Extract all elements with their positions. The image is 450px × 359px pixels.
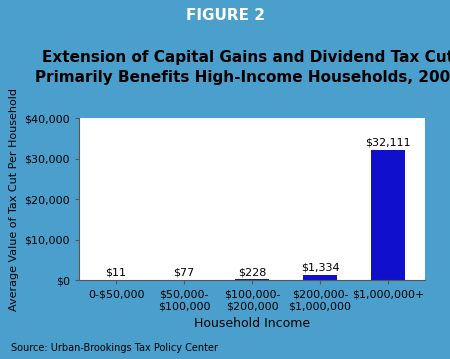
Text: Extension of Capital Gains and Dividend Tax Cut
Primarily Benefits High-Income H: Extension of Capital Gains and Dividend … xyxy=(35,50,450,85)
Text: $11: $11 xyxy=(106,268,126,278)
Text: $1,334: $1,334 xyxy=(301,263,339,272)
Y-axis label: Average Value of Tax Cut Per Household: Average Value of Tax Cut Per Household xyxy=(9,88,18,311)
Bar xyxy=(303,275,337,280)
Text: Source: Urban-Brookings Tax Policy Center: Source: Urban-Brookings Tax Policy Cente… xyxy=(11,342,218,353)
Text: $228: $228 xyxy=(238,267,266,277)
Bar xyxy=(371,150,405,280)
Text: $32,111: $32,111 xyxy=(365,137,411,148)
Bar xyxy=(235,279,269,280)
Text: $77: $77 xyxy=(173,268,195,278)
Text: FIGURE 2: FIGURE 2 xyxy=(185,8,265,23)
X-axis label: Household Income: Household Income xyxy=(194,317,310,330)
